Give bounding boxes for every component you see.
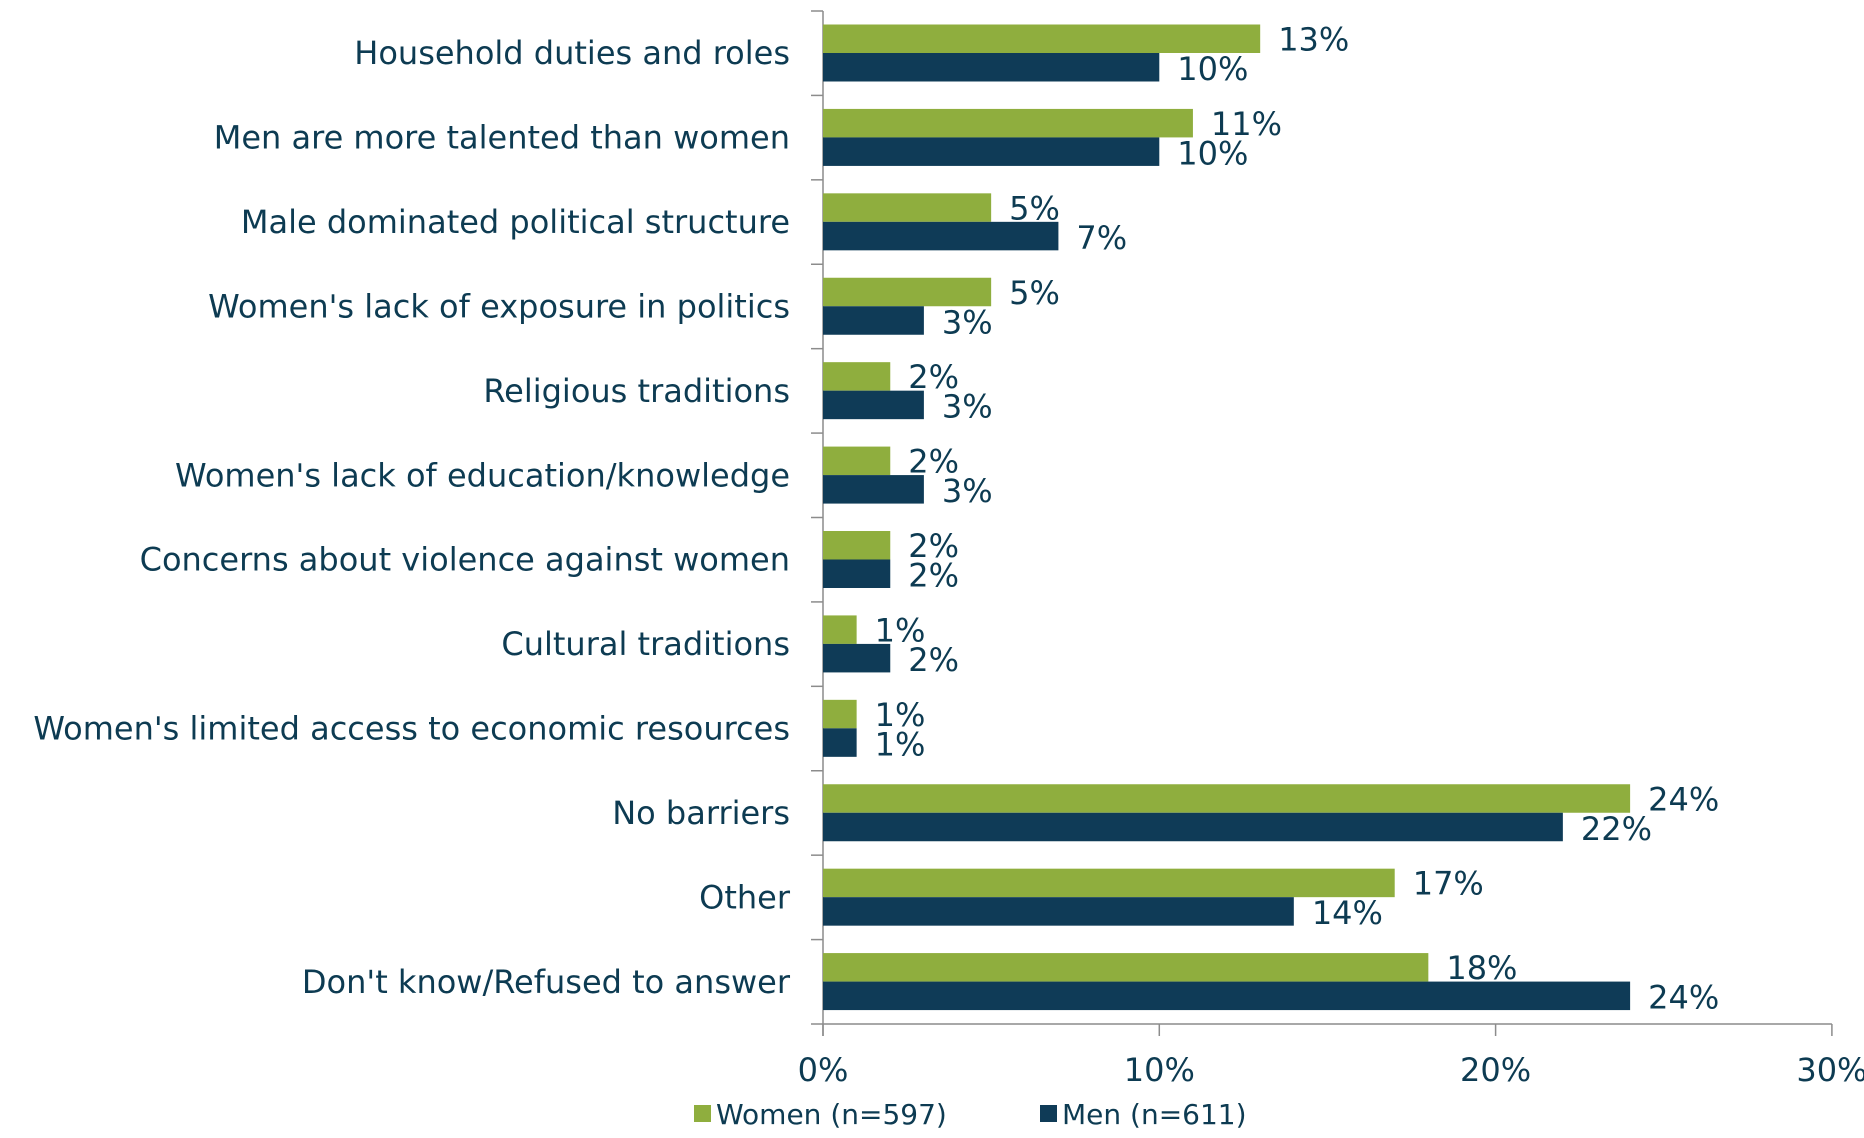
legend-label-women: Women (n=597) — [716, 1098, 947, 1131]
data-label-women: 11% — [1211, 105, 1282, 143]
category-label: Religious traditions — [483, 372, 790, 410]
legend-swatch-men — [1040, 1105, 1057, 1122]
data-label-women: 5% — [1009, 189, 1060, 227]
x-tick-label: 0% — [798, 1051, 849, 1089]
data-label-men: 3% — [942, 303, 993, 341]
data-label-women: 1% — [875, 611, 926, 649]
category-label: Women's limited access to economic resou… — [33, 710, 790, 748]
bar-women — [823, 531, 891, 560]
data-label-women: 18% — [1446, 949, 1517, 987]
legend-swatch-women — [694, 1105, 711, 1122]
data-label-men: 10% — [1177, 50, 1248, 88]
bar-women — [823, 24, 1261, 53]
data-label-men: 10% — [1177, 134, 1248, 172]
bar-women — [823, 615, 857, 644]
data-label-women: 17% — [1413, 865, 1484, 903]
bar-women — [823, 784, 1631, 813]
category-label: Male dominated political structure — [241, 203, 790, 241]
data-label-women: 2% — [908, 443, 959, 481]
bar-men — [823, 812, 1563, 842]
bar-men — [823, 728, 857, 757]
category-label: Concerns about violence against women — [140, 541, 790, 579]
bar-women — [823, 362, 891, 391]
bar-men — [823, 475, 924, 504]
data-label-men: 3% — [942, 472, 993, 510]
category-label: Don't know/Refused to answer — [302, 963, 791, 1001]
bar-women — [823, 953, 1429, 982]
x-tick-label: 20% — [1460, 1051, 1531, 1089]
bar-women — [823, 193, 992, 222]
x-tick-label: 30% — [1796, 1051, 1864, 1089]
data-label-men: 7% — [1076, 219, 1127, 257]
bar-women — [823, 277, 992, 307]
x-tick-label: 10% — [1124, 1051, 1195, 1089]
bar-women — [823, 446, 891, 476]
bar-men — [823, 221, 1059, 251]
bar-men — [823, 897, 1294, 926]
bar-men — [823, 306, 924, 335]
bar-men — [823, 643, 891, 673]
data-label-women: 5% — [1009, 274, 1060, 312]
data-label-women: 1% — [875, 696, 926, 734]
data-label-women: 13% — [1278, 21, 1349, 59]
bar-men — [823, 53, 1160, 82]
category-label: Women's lack of education/knowledge — [175, 456, 790, 494]
bar-men — [823, 559, 891, 588]
data-label-men: 2% — [908, 557, 959, 595]
bar-women — [823, 108, 1193, 138]
category-label: Household duties and roles — [354, 34, 790, 72]
bar-men — [823, 981, 1631, 1011]
data-label-men: 22% — [1581, 810, 1652, 848]
category-label: Women's lack of exposure in politics — [208, 287, 790, 325]
data-label-men: 2% — [908, 641, 959, 679]
category-label: Men are more talented than women — [214, 119, 790, 157]
category-label: No barriers — [612, 794, 790, 832]
data-label-women: 2% — [908, 527, 959, 565]
bar-women — [823, 868, 1395, 898]
data-label-men: 1% — [875, 725, 926, 763]
bar-women — [823, 699, 857, 729]
data-label-men: 3% — [942, 388, 993, 426]
data-label-women: 2% — [908, 358, 959, 396]
data-label-men: 14% — [1312, 894, 1383, 932]
data-label-men: 24% — [1648, 979, 1719, 1017]
legend-label-men: Men (n=611) — [1062, 1098, 1247, 1131]
category-label: Cultural traditions — [501, 625, 790, 663]
plot-area: 0% 10% 20% 30% Household duties and roles 13%… — [33, 10, 1864, 1131]
bar-men — [823, 137, 1160, 166]
category-label: Other — [699, 878, 791, 916]
data-label-women: 24% — [1648, 780, 1719, 818]
bar-men — [823, 390, 924, 420]
